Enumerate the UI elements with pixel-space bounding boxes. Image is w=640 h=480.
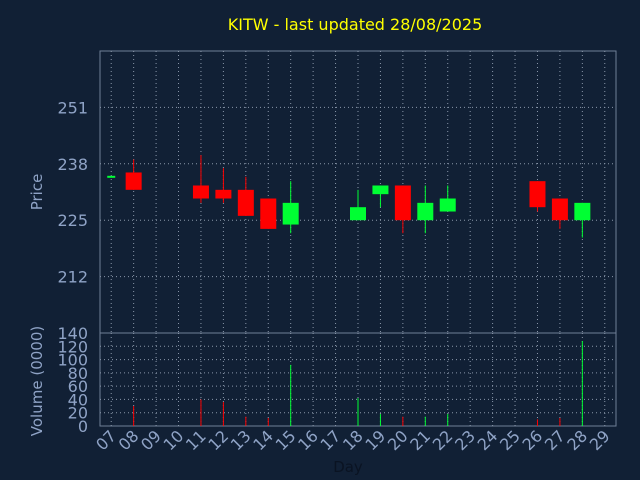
candle	[574, 202, 591, 238]
price-axis-label: Price	[28, 174, 46, 211]
x-axis-ticks: 0708091011121314151617181920212223242526…	[92, 426, 613, 454]
volume-tick-label: 80	[68, 364, 88, 383]
candle-body	[551, 198, 568, 221]
candle	[439, 185, 456, 212]
candle-body	[439, 198, 456, 212]
candle	[372, 185, 389, 208]
candle-body	[282, 202, 299, 225]
candle	[237, 176, 254, 216]
x-axis-label: Day	[333, 458, 363, 476]
candle-body	[125, 172, 142, 190]
x-tick-label: 29	[586, 426, 614, 454]
candle	[260, 198, 277, 229]
volume-tick-label: 0	[78, 417, 88, 436]
candle-body	[237, 189, 254, 216]
candle	[125, 159, 142, 190]
candle-body	[394, 185, 411, 221]
candle	[551, 198, 568, 229]
volume-tick-label: 20	[68, 404, 88, 423]
candlesticks	[107, 155, 591, 238]
volume-tick-label: 60	[68, 377, 88, 396]
volume-tick-label: 120	[57, 337, 88, 356]
price-tick-label: 238	[57, 155, 88, 174]
candle	[350, 189, 366, 221]
candle	[215, 168, 232, 203]
volume-tick-label: 140	[57, 324, 88, 343]
candle	[192, 155, 209, 203]
candle	[394, 185, 411, 234]
candle	[529, 181, 546, 212]
price-axis-ticks: 212 225 238 251	[57, 98, 88, 286]
volume-tick-label: 40	[68, 390, 88, 409]
volume-axis-label: Volume (0000)	[28, 326, 46, 436]
candle-body	[529, 181, 546, 208]
price-tick-label: 251	[57, 98, 88, 117]
candle	[417, 185, 434, 234]
volume-tick-label: 100	[57, 351, 88, 370]
candle-body	[192, 185, 209, 199]
volume-bars	[133, 340, 583, 426]
candle-body	[260, 198, 277, 229]
price-panel: 212 225 238 251 Price	[28, 50, 617, 334]
price-tick-label: 225	[57, 211, 88, 230]
candle-body	[350, 207, 366, 221]
candle-body	[417, 202, 434, 221]
chart-title: KITW - last updated 28/08/2025	[228, 15, 483, 34]
candle-body	[372, 185, 389, 195]
price-tick-label: 212	[57, 268, 88, 287]
candle-body	[574, 202, 591, 221]
candle-body	[215, 189, 232, 199]
candle	[282, 181, 299, 234]
